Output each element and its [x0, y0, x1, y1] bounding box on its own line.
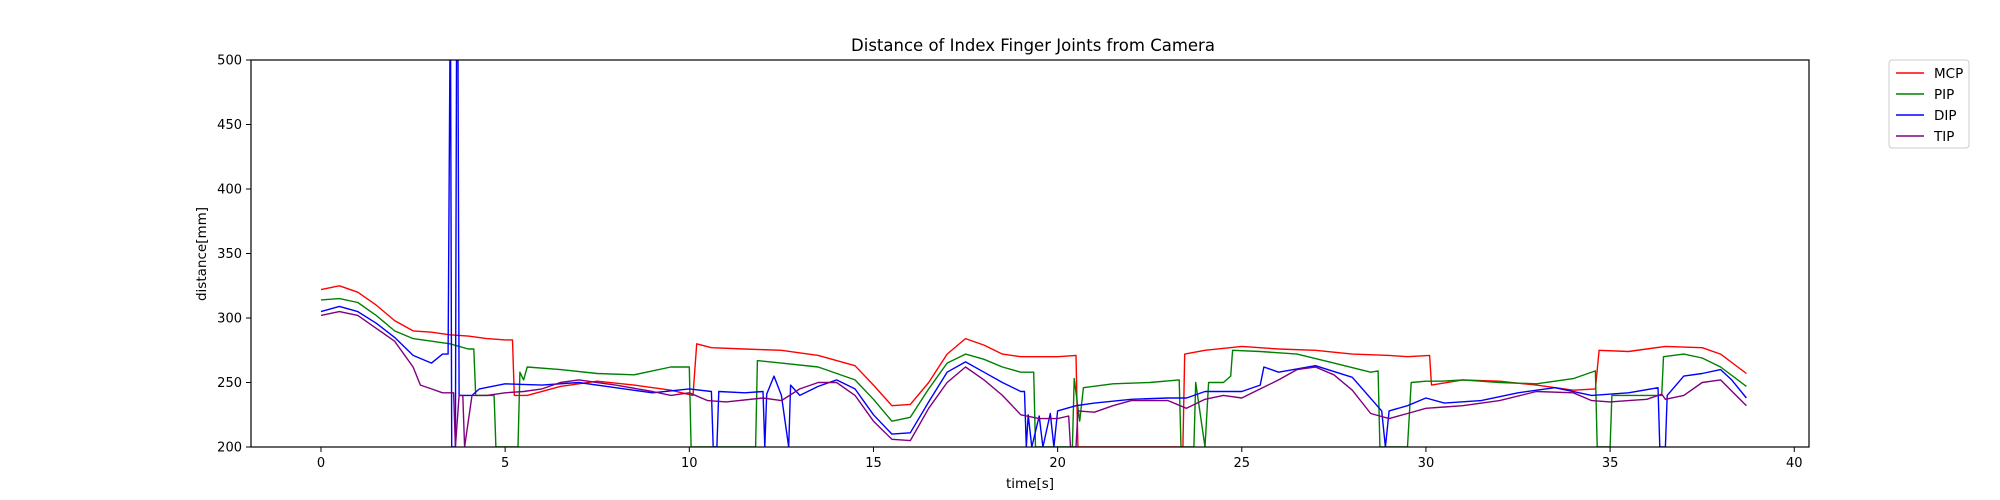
x-tick-label: 15	[865, 456, 882, 471]
legend-label-dip: DIP	[1934, 108, 1957, 124]
series-layer	[320, 60, 1747, 447]
series-line-pip	[320, 297, 1747, 447]
x-tick-label: 30	[1418, 456, 1435, 471]
x-tick-label: 40	[1786, 456, 1803, 471]
legend-label-tip: TIP	[1933, 129, 1954, 145]
x-tick-label: 0	[317, 456, 325, 471]
legend: MCP PIP DIP TIP	[1888, 59, 1970, 149]
y-tick-label: 250	[217, 376, 242, 391]
y-tick-label: 200	[217, 441, 242, 456]
y-tick-label: 500	[217, 54, 242, 69]
x-tick-label: 25	[1234, 456, 1251, 471]
x-axis-label: time[s]	[1006, 476, 1054, 492]
x-tick-label: 20	[1049, 456, 1066, 471]
y-axis: 200 250 300 350 400 450 500	[217, 54, 251, 456]
y-tick-label: 300	[217, 312, 242, 327]
legend-label-mcp: MCP	[1934, 66, 1963, 82]
chart-title: Distance of Index Finger Joints from Cam…	[851, 36, 1215, 55]
y-axis-label: distance[mm]	[194, 207, 210, 301]
series-line-tip	[320, 310, 1747, 447]
x-tick-label: 35	[1602, 456, 1619, 471]
y-tick-label: 450	[217, 118, 242, 133]
series-line-dip	[320, 60, 1747, 447]
y-tick-label: 400	[217, 183, 242, 198]
legend-label-pip: PIP	[1934, 87, 1954, 103]
x-axis: 0 5 10 15 20 25 30 35 40	[317, 447, 1803, 471]
x-tick-label: 10	[681, 456, 698, 471]
x-tick-label: 5	[501, 456, 509, 471]
y-tick-label: 350	[217, 247, 242, 262]
legend-box	[1888, 59, 1970, 149]
